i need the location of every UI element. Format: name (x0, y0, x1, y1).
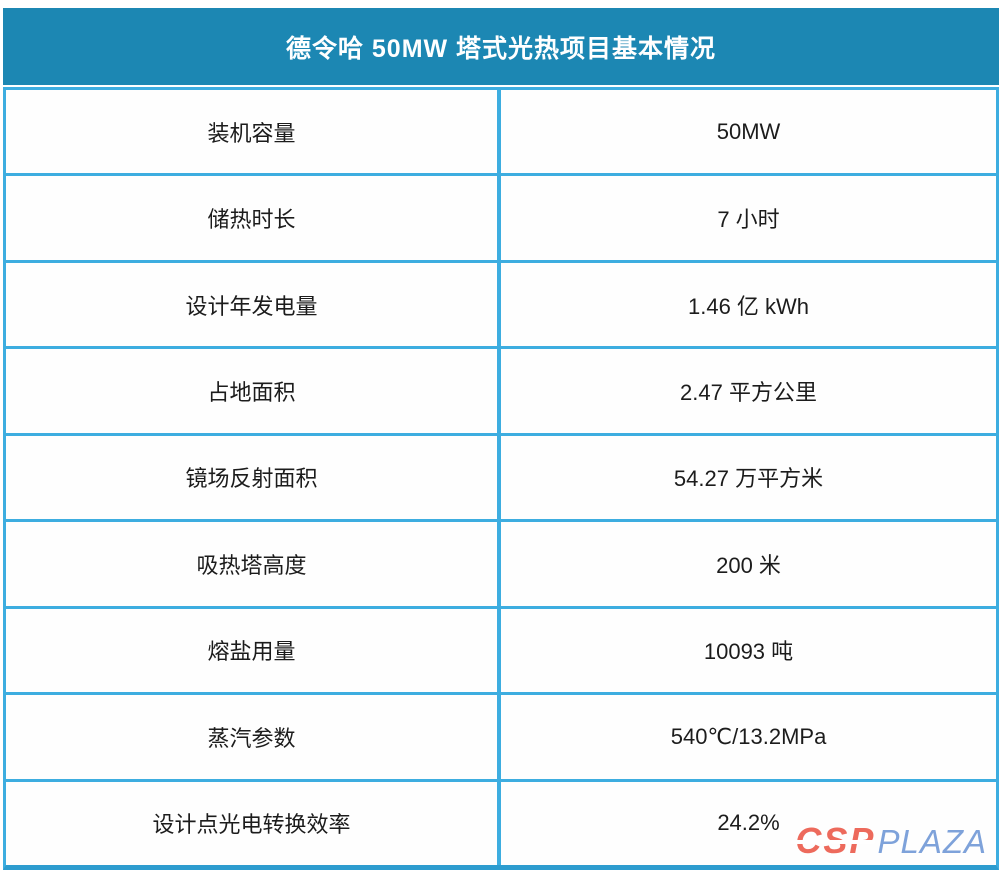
row-value-molten-salt-amount: 10093 吨 (501, 608, 996, 693)
table-row: 设计点光电转换效率 24.2% (6, 781, 996, 865)
table-row: 熔盐用量 10093 吨 (6, 608, 996, 696)
row-value-tower-height: 200 米 (501, 522, 996, 606)
row-label-steam-parameters: 蒸汽参数 (6, 695, 502, 779)
project-info-sheet: 德令哈 50MW 塔式光热项目基本情况 装机容量 50MW 储热时长 7 小时 … (3, 8, 999, 870)
row-label-tower-height: 吸热塔高度 (6, 522, 502, 606)
table-title-bar: 德令哈 50MW 塔式光热项目基本情况 (3, 8, 999, 85)
table-row: 吸热塔高度 200 米 (6, 522, 996, 609)
row-value-steam-parameters: 540℃/13.2MPa (501, 695, 996, 779)
row-value-annual-generation: 1.46 亿 kWh (501, 262, 996, 347)
row-label-installed-capacity: 装机容量 (6, 90, 502, 174)
row-value-land-area: 2.47 平方公里 (501, 349, 996, 433)
table-row: 蒸汽参数 540℃/13.2MPa (6, 695, 996, 782)
row-value-storage-duration: 7 小时 (501, 176, 996, 260)
table-row: 设计年发电量 1.46 亿 kWh (6, 262, 996, 350)
table-row: 镜场反射面积 54.27 万平方米 (6, 435, 996, 523)
row-label-land-area: 占地面积 (6, 349, 502, 433)
row-value-conversion-efficiency: 24.2% (501, 781, 996, 865)
table-row: 装机容量 50MW (6, 90, 996, 177)
row-label-mirror-field-area: 镜场反射面积 (6, 435, 502, 520)
table-row: 储热时长 7 小时 (6, 176, 996, 263)
row-label-storage-duration: 储热时长 (6, 176, 502, 260)
table-title: 德令哈 50MW 塔式光热项目基本情况 (285, 34, 717, 63)
row-value-installed-capacity: 50MW (501, 90, 996, 174)
row-label-annual-generation: 设计年发电量 (6, 262, 502, 347)
table-row: 占地面积 2.47 平方公里 (6, 349, 996, 436)
row-label-conversion-efficiency: 设计点光电转换效率 (6, 781, 502, 865)
project-spec-table: 装机容量 50MW 储热时长 7 小时 设计年发电量 1.46 亿 kWh 占地… (3, 87, 999, 870)
row-label-molten-salt-amount: 熔盐用量 (6, 608, 502, 693)
row-value-mirror-field-area: 54.27 万平方米 (501, 435, 996, 520)
